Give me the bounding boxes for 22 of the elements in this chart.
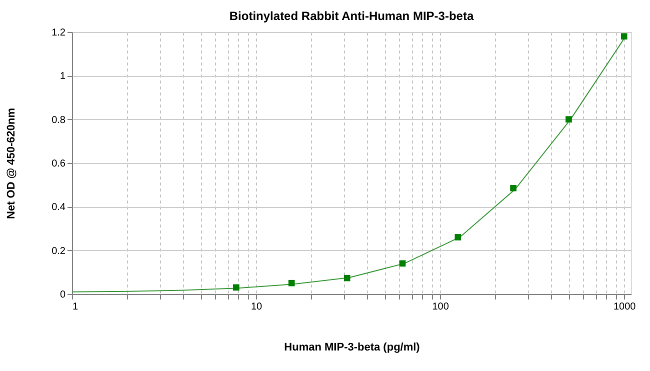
y-tick-label: 1 <box>60 71 66 82</box>
y-tick-label: 0.6 <box>52 158 66 170</box>
chart-title: Biotinylated Rabbit Anti-Human MIP-3-beta <box>229 9 474 23</box>
x-tick-label: 1 <box>72 302 78 312</box>
x-tick-label: 1000 <box>613 302 636 312</box>
point <box>566 116 572 122</box>
point <box>620 33 628 40</box>
y-tick-label: 0 <box>60 290 66 300</box>
x-tick-label: 100 <box>432 302 450 312</box>
x-tick-label: 10 <box>250 302 263 312</box>
point <box>344 274 350 282</box>
y-tick-label: 0.2 <box>52 246 66 257</box>
point <box>399 260 406 267</box>
point <box>510 184 516 192</box>
y-tick-label: 0.8 <box>52 114 66 126</box>
point <box>233 284 240 291</box>
y-tick-label: 0.4 <box>52 202 66 214</box>
y-tick-label: 1.2 <box>52 28 66 38</box>
point <box>288 280 295 286</box>
point <box>454 234 462 240</box>
y-axis-title: Net OD @ 450-620nm <box>6 108 18 219</box>
x-axis-title: Human MIP-3-beta (pg/ml) <box>284 342 420 354</box>
